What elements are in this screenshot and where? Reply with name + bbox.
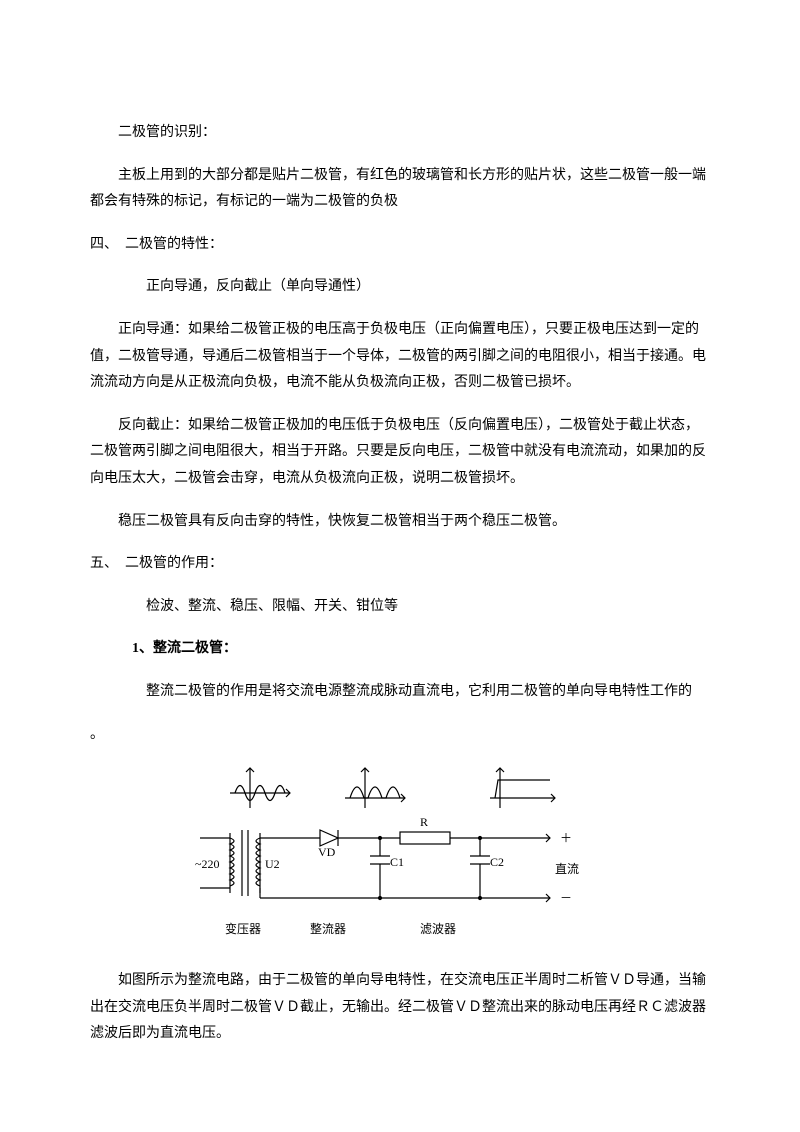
label-r: R — [420, 815, 428, 829]
label-filter: 滤波器 — [420, 922, 456, 936]
diode-identification-title: 二极管的识别： — [90, 120, 710, 147]
paragraph-functions: 检波、整流、稳压、限幅、开关、钳位等 — [90, 594, 710, 621]
label-dc: 直流 — [555, 862, 579, 876]
paragraph-zener: 稳压二极管具有反向击穿的特性，快恢复二极管相当于两个稳压二极管。 — [90, 509, 710, 536]
paragraph-identification: 主板上用到的大部分都是贴片二极管，有红色的玻璃管和长方形的贴片状，这些二极管一般… — [90, 163, 710, 216]
label-u2: U2 — [265, 857, 280, 871]
label-c1: C1 — [390, 855, 404, 869]
resistor-r — [400, 832, 450, 844]
label-plus: ＋ — [560, 831, 572, 845]
subheading-rectifier-diode: 1、整流二极管： — [90, 636, 710, 663]
pulsating-waveform-icon — [345, 768, 405, 808]
paragraph-characteristic-summary: 正向导通，反向截止（单向导通性） — [90, 274, 710, 301]
label-minus: － — [560, 891, 572, 905]
dc-waveform-icon — [490, 768, 555, 808]
label-transformer: 变压器 — [225, 921, 261, 936]
transformer-primary — [230, 833, 234, 893]
paragraph-forward-conduction: 正向导通：如果给二极管正极的电压高于负极电压（正向偏置电压），只要正极电压达到一… — [90, 317, 710, 397]
section-5-heading: 五、 二极管的作用： — [90, 551, 710, 578]
paragraph-reverse-cutoff: 反向截止：如果给二极管正极加的电压低于负极电压（反向偏置电压），二极管处于截止状… — [90, 413, 710, 493]
section-4-heading: 四、 二极管的特性： — [90, 232, 710, 259]
capacitor-c1 — [370, 856, 390, 864]
trailing-period: 。 — [90, 722, 710, 749]
paragraph-circuit-description: 如图所示为整流电路，由于二极管的单向导电特性，在交流电压正半周时二析管ＶＤ导通，… — [90, 968, 710, 1048]
label-rectifier: 整流器 — [310, 921, 346, 936]
input-waveform-icon — [230, 768, 290, 808]
paragraph-rectifier-desc: 整流二极管的作用是将交流电源整流成脉动直流电，它利用二极管的单向导电特性工作的 — [90, 679, 710, 706]
label-ac-in: ~220 — [195, 857, 220, 871]
rectifier-circuit-diagram: ~220 U2 VD — [190, 758, 610, 948]
circuit-svg: ~220 U2 VD — [190, 758, 610, 948]
diode-vd — [320, 830, 338, 846]
label-vd: VD — [318, 845, 336, 859]
label-c2: C2 — [490, 855, 504, 869]
transformer-secondary — [256, 833, 260, 893]
capacitor-c2 — [470, 856, 490, 864]
